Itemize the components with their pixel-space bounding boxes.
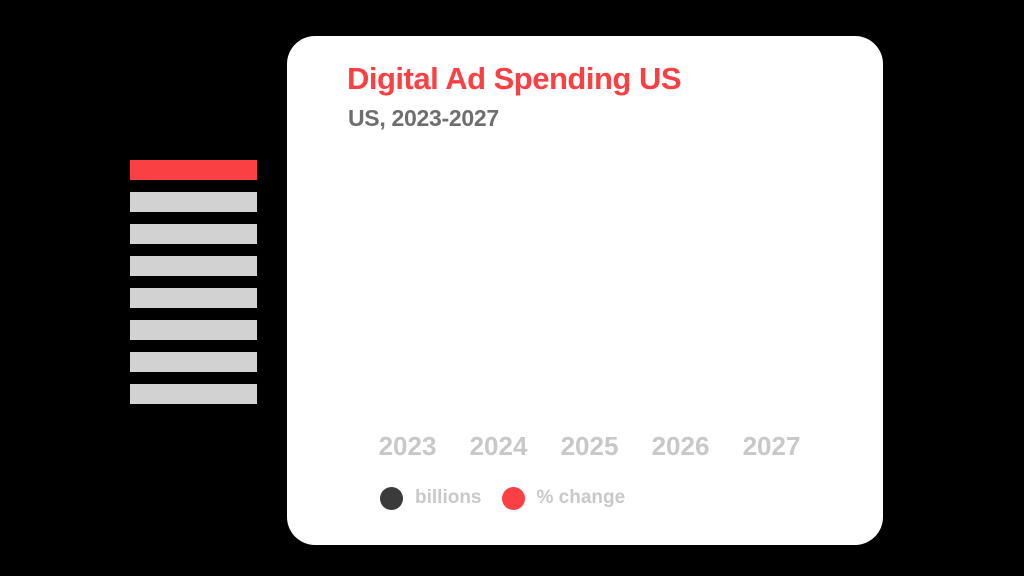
x-axis-tick-label: 2027 xyxy=(742,431,801,461)
chart-card: Digital Ad Spending US US, 2023-2027 202… xyxy=(287,36,883,545)
list-item-bar[interactable] xyxy=(130,192,257,212)
list-item-bar[interactable] xyxy=(130,384,257,404)
list-item-bar[interactable] xyxy=(130,224,257,244)
legend-dot-icon xyxy=(380,486,403,510)
chart-subtitle: US, 2023-2027 xyxy=(348,105,499,131)
list-item-bar[interactable] xyxy=(130,160,257,180)
legend-item[interactable]: billions xyxy=(380,486,482,510)
list-item-bar[interactable] xyxy=(130,288,257,308)
x-axis-tick-label: 2023 xyxy=(378,431,437,461)
list-item-bar[interactable] xyxy=(130,256,257,276)
x-axis-labels: 2023 2024 2025 2026 2027 xyxy=(362,431,817,461)
chart-title: Digital Ad Spending US xyxy=(347,61,682,96)
x-axis-tick-label: 2026 xyxy=(651,431,710,461)
chart-plot-area xyxy=(362,146,817,426)
skeleton-list xyxy=(130,160,257,404)
list-item-bar[interactable] xyxy=(130,320,257,340)
x-axis-tick-label: 2025 xyxy=(560,431,619,461)
list-item-bar[interactable] xyxy=(130,352,257,372)
chart-legend: billions % change xyxy=(380,486,625,510)
legend-dot-icon xyxy=(501,486,525,510)
legend-label: billions xyxy=(415,487,482,508)
x-axis-tick-label: 2024 xyxy=(469,431,528,461)
legend-item[interactable]: % change xyxy=(501,486,626,510)
legend-label: % change xyxy=(536,487,626,508)
